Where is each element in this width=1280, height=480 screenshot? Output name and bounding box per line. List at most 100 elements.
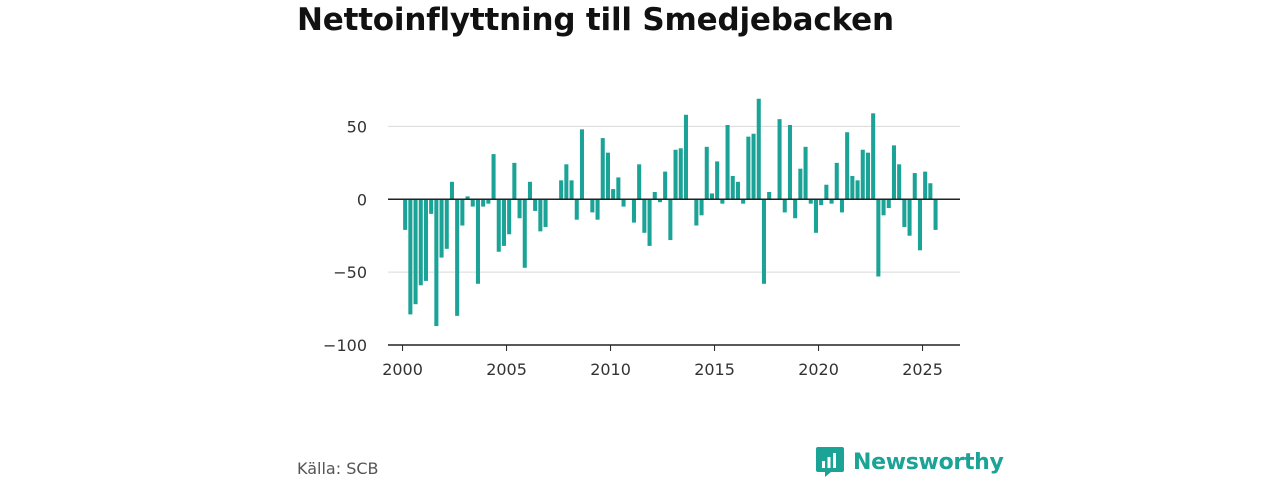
bar: [813, 199, 818, 233]
bar: [824, 184, 829, 200]
bar: [538, 199, 543, 232]
bar: [782, 199, 787, 213]
bar: [600, 138, 605, 200]
bar: [819, 199, 824, 206]
bar: [533, 199, 538, 211]
bar: [928, 183, 933, 200]
bar: [709, 193, 714, 200]
bar: [829, 199, 834, 204]
y-tick-labels: 50 0 −50 −100: [323, 117, 367, 355]
bar: [860, 149, 865, 200]
bar: [678, 148, 683, 200]
bar-series: [403, 98, 938, 327]
bar: [621, 199, 626, 207]
bar: [845, 132, 850, 200]
axes: [388, 344, 960, 351]
bar: [501, 199, 506, 246]
bar: [564, 164, 569, 200]
x-tick-label: 2025: [902, 360, 943, 379]
bar: [699, 199, 704, 216]
bar: [527, 181, 532, 200]
bar: [470, 199, 475, 207]
x-tick-label: 2020: [798, 360, 839, 379]
bar: [590, 199, 595, 213]
bar: [429, 199, 434, 214]
bar: [491, 154, 496, 200]
bar: [631, 199, 636, 223]
bar: [657, 199, 662, 203]
bar: [652, 192, 657, 200]
x-tick-labels: 2000 2005 2010 2015 2020 2025: [382, 360, 943, 379]
bar: [444, 199, 449, 249]
bar: [574, 199, 579, 220]
bar: [933, 199, 938, 230]
bar: [865, 152, 870, 200]
bar-chart-icon: [816, 447, 844, 477]
bar: [756, 98, 761, 200]
bar: [720, 199, 725, 204]
bar: [876, 199, 881, 277]
bar: [730, 175, 735, 200]
bar: [475, 199, 480, 284]
bar: [917, 199, 922, 251]
y-tick-label: −100: [323, 336, 367, 355]
bar: [403, 199, 408, 230]
bar: [855, 180, 860, 200]
bar: [767, 192, 772, 200]
bar: [871, 113, 876, 200]
bar: [413, 199, 418, 305]
bar: [611, 189, 616, 200]
bar: [595, 199, 600, 220]
bar: [408, 199, 413, 315]
bar: [637, 164, 642, 200]
bar: [668, 199, 673, 241]
bar: [460, 199, 465, 226]
bar: [725, 124, 730, 200]
bar: [902, 199, 907, 227]
bar: [673, 149, 678, 200]
bar: [434, 199, 439, 327]
bar: [449, 181, 454, 200]
bar: [741, 199, 746, 204]
bar: [683, 114, 688, 200]
x-tick-label: 2015: [694, 360, 735, 379]
bar: [735, 181, 740, 200]
chart-title: Nettoinflyttning till Smedjebacken: [297, 2, 894, 38]
bar: [787, 124, 792, 200]
bar: [891, 145, 896, 200]
bar: [746, 136, 751, 200]
bar: [793, 199, 798, 219]
brand-name: Newsworthy: [853, 449, 1004, 475]
bar: [569, 180, 574, 200]
bar: [522, 199, 527, 268]
bar: [481, 199, 486, 207]
bar: [834, 162, 839, 200]
bar: [647, 199, 652, 246]
bar: [808, 199, 813, 204]
bar: [439, 199, 444, 258]
bar: [543, 199, 548, 227]
brand-logo[interactable]: Newsworthy: [815, 446, 1004, 478]
source-note: Källa: SCB: [297, 459, 379, 478]
bar: [423, 199, 428, 281]
bar: [579, 129, 584, 200]
x-tick-label: 2010: [590, 360, 631, 379]
bar: [605, 152, 610, 200]
bar: [465, 196, 470, 200]
bar: [751, 133, 756, 200]
bar: [803, 146, 808, 200]
bar: [881, 199, 886, 216]
bar: [694, 199, 699, 226]
bar: [839, 199, 844, 213]
bar: [886, 199, 891, 209]
bar: [455, 199, 460, 316]
bar: [642, 199, 647, 233]
bar: [777, 119, 782, 200]
bar: [517, 199, 522, 219]
bar: [850, 175, 855, 200]
y-tick-label: 50: [347, 117, 367, 136]
bar: [715, 161, 720, 200]
x-tick-label: 2000: [382, 360, 423, 379]
bar: [912, 173, 917, 200]
